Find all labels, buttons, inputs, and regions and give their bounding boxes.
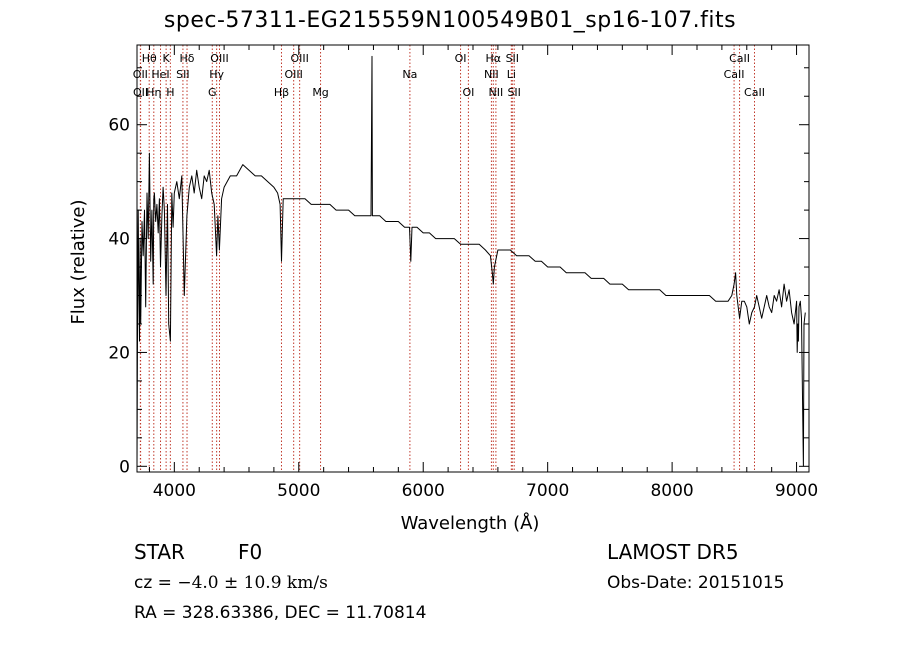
chart-title: spec-57311-EG215559N100549B01_sp16-107.f… xyxy=(163,8,737,33)
line-label: Hγ xyxy=(209,68,224,81)
line-label: NII xyxy=(489,86,504,99)
line-label: OIII xyxy=(284,68,302,81)
object-class: STAR xyxy=(134,540,185,564)
x-tick-label: 5000 xyxy=(277,481,320,501)
x-tick-label: 4000 xyxy=(153,481,196,501)
line-label: CaII xyxy=(744,86,765,99)
line-label: K xyxy=(163,52,171,65)
line-label: OI xyxy=(462,86,474,99)
line-label: OIII xyxy=(210,52,228,65)
survey-name: LAMOST DR5 xyxy=(607,540,739,564)
object-subclass: F0 xyxy=(238,540,263,564)
line-label: Li xyxy=(507,68,516,81)
line-label: Hθ xyxy=(142,52,157,65)
x-tick-label: 7000 xyxy=(526,481,569,501)
line-label: SII xyxy=(506,52,519,65)
y-axis: 0 20 40 60 xyxy=(108,67,809,477)
line-label: CaII xyxy=(729,52,750,65)
line-label: Hδ xyxy=(180,52,195,65)
y-axis-label: Flux (relative) xyxy=(68,199,89,324)
line-label: Hη xyxy=(146,86,161,99)
x-tick-label: 6000 xyxy=(402,481,445,501)
redshift-readout: cz = −4.0 ± 10.9 km/s xyxy=(134,573,328,593)
line-label: Hα xyxy=(486,52,502,65)
y-tick-label: 0 xyxy=(119,457,130,477)
plot-frame xyxy=(136,44,810,473)
line-label: HeI xyxy=(151,68,169,81)
line-label: OII xyxy=(133,86,148,99)
line-label: SII xyxy=(507,86,520,99)
y-tick-label: 20 xyxy=(108,343,130,363)
line-label: SII xyxy=(176,68,189,81)
line-label: NII xyxy=(484,68,499,81)
y-tick-label: 40 xyxy=(108,230,130,250)
x-tick-label: 8000 xyxy=(650,481,693,501)
cz-label: cz = xyxy=(134,573,178,593)
x-axis: 4000 5000 6000 7000 8000 9000 xyxy=(148,45,818,501)
x-tick-label: 9000 xyxy=(775,481,818,501)
line-label: Mg xyxy=(312,86,328,99)
line-markers xyxy=(139,45,755,472)
cz-value: −4.0 ± 10.9 km/s xyxy=(177,573,328,593)
line-label: OII xyxy=(133,68,148,81)
line-label: OIII xyxy=(290,52,308,65)
line-label: H xyxy=(166,86,174,99)
line-label: Hβ xyxy=(274,86,289,99)
spectrum-line xyxy=(136,55,806,467)
coordinates: RA = 328.63386, DEC = 11.70814 xyxy=(134,603,427,623)
line-label: G xyxy=(208,86,217,99)
y-tick-label: 60 xyxy=(108,116,130,136)
spectrum-series xyxy=(136,55,806,467)
line-label: CaII xyxy=(724,68,745,81)
x-axis-label: Wavelength (Å) xyxy=(401,512,540,534)
obs-date: Obs-Date: 20151015 xyxy=(607,573,785,593)
line-label: Na xyxy=(402,68,417,81)
line-label: OI xyxy=(455,52,467,65)
